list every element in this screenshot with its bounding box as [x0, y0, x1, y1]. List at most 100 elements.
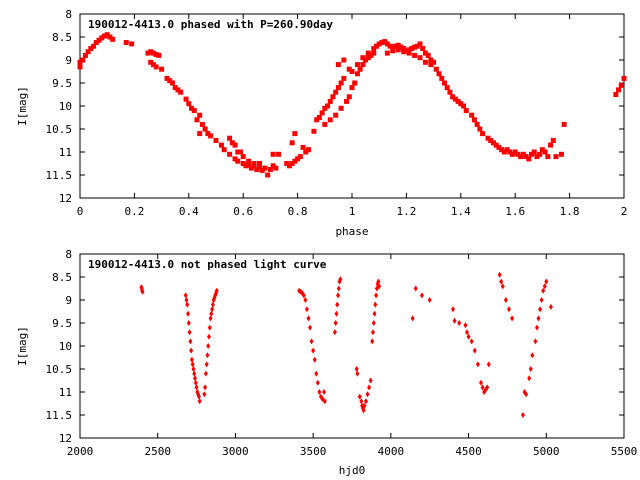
phased-data-point	[240, 161, 246, 166]
phased-data-point	[145, 50, 151, 56]
unphased-y-tick-label: 10	[59, 340, 72, 353]
phased-data-point	[235, 149, 241, 155]
phased-data-point	[474, 121, 480, 127]
phased-data-point	[325, 103, 331, 109]
phased-data-points	[77, 32, 627, 178]
phased-data-point	[382, 39, 388, 45]
phased-data-point	[107, 34, 113, 40]
unphased-data-point	[479, 379, 484, 386]
unphased-data-point	[374, 292, 379, 299]
phased-data-point	[227, 151, 233, 157]
phased-data-point	[197, 112, 203, 118]
phased-data-point	[289, 161, 295, 166]
phased-data-point	[512, 149, 518, 155]
unphased-data-point	[355, 370, 360, 377]
unphased-data-point	[308, 324, 313, 331]
unphased-data-point	[301, 292, 306, 299]
phased-data-point	[496, 144, 502, 150]
phased-y-tick-label: 10	[59, 100, 72, 113]
unphased-data-point	[361, 407, 366, 414]
unphased-data-point	[203, 370, 208, 377]
phased-data-point	[477, 126, 483, 132]
phased-data-point	[314, 117, 320, 123]
unphased-data-point	[457, 320, 462, 326]
unphased-data-point	[365, 391, 370, 398]
phased-data-point	[227, 135, 233, 141]
phased-data-point	[548, 142, 554, 148]
unphased-data-point	[193, 375, 198, 382]
phased-data-point	[526, 156, 532, 162]
unphased-data-point	[413, 285, 418, 292]
unphased-data-point	[207, 324, 212, 331]
unphased-data-point	[185, 301, 190, 308]
phased-plot-frame	[79, 13, 625, 199]
phased-data-point	[311, 128, 317, 134]
phased-x-axis: 0 0.2 0.4 0.6 0.8 1 1.2 1.4 1.6 1.8 2	[77, 14, 628, 218]
unphased-y-tick-label: 11.5	[46, 409, 73, 422]
phased-data-point	[346, 66, 352, 72]
unphased-data-point	[336, 285, 341, 292]
unphased-data-point	[367, 384, 372, 391]
phased-data-point	[82, 52, 88, 58]
phased-data-point	[335, 85, 341, 91]
phased-data-point	[463, 108, 469, 114]
phased-data-point	[409, 46, 415, 51]
phased-data-point	[251, 161, 257, 166]
phased-data-point	[515, 151, 521, 157]
phased-data-point	[289, 140, 295, 146]
unphased-data-point	[190, 361, 195, 368]
phased-data-point	[417, 41, 423, 47]
unphased-data-point	[184, 297, 189, 303]
phased-data-point	[395, 47, 401, 53]
unphased-data-point	[542, 283, 547, 290]
phased-data-point	[303, 149, 309, 155]
phased-data-point	[365, 55, 371, 61]
phased-data-point	[270, 151, 276, 157]
phased-x-tick-label: 2	[621, 205, 628, 218]
phased-data-point	[254, 166, 260, 172]
phased-data-point	[616, 87, 622, 93]
phased-data-point	[354, 62, 360, 68]
unphased-data-point	[370, 338, 375, 345]
phased-data-point	[613, 92, 619, 97]
phased-x-tick-label: 1.2	[396, 205, 416, 218]
unphased-data-point	[480, 384, 485, 391]
unphased-data-point	[469, 338, 474, 345]
unphased-data-point	[210, 306, 215, 313]
phased-data-point	[499, 147, 505, 153]
phased-data-point	[452, 96, 458, 102]
phased-data-point	[488, 138, 494, 143]
phased-data-point	[412, 52, 418, 58]
phased-x-tick-label: 0.4	[179, 205, 199, 218]
phased-data-point	[439, 75, 445, 81]
unphased-data-point	[189, 356, 194, 363]
unphased-data-point	[463, 322, 468, 329]
unphased-data-point	[188, 338, 193, 345]
phased-data-point	[164, 75, 170, 81]
unphased-data-point	[208, 315, 213, 322]
phased-data-point	[248, 165, 254, 171]
phased-data-point	[433, 66, 439, 72]
unphased-data-point	[309, 338, 314, 345]
unphased-data-point	[202, 391, 207, 398]
phased-data-point	[99, 35, 105, 41]
phased-data-point	[531, 149, 537, 155]
phased-x-tick-label: 0	[77, 205, 84, 218]
unphased-data-point	[544, 278, 549, 285]
unphased-data-point	[548, 303, 553, 310]
phased-y-tick-label: 8.5	[52, 31, 72, 44]
phased-data-point	[447, 89, 453, 95]
phased-data-point	[235, 158, 241, 164]
phased-data-point	[428, 57, 434, 63]
phased-data-point	[191, 108, 197, 114]
unphased-x-axis: 2000 2500 3000 3500 4000 4500 5000 5500	[67, 254, 637, 458]
phased-x-axis-label: phase	[335, 225, 368, 238]
phased-data-point	[202, 126, 208, 132]
unphased-data-point	[370, 329, 375, 336]
phased-data-point	[354, 71, 360, 77]
unphased-data-point	[332, 329, 337, 336]
phased-data-point	[270, 163, 276, 169]
unphased-data-point	[357, 393, 362, 400]
phased-data-point	[91, 43, 97, 49]
phased-data-point	[450, 94, 456, 100]
